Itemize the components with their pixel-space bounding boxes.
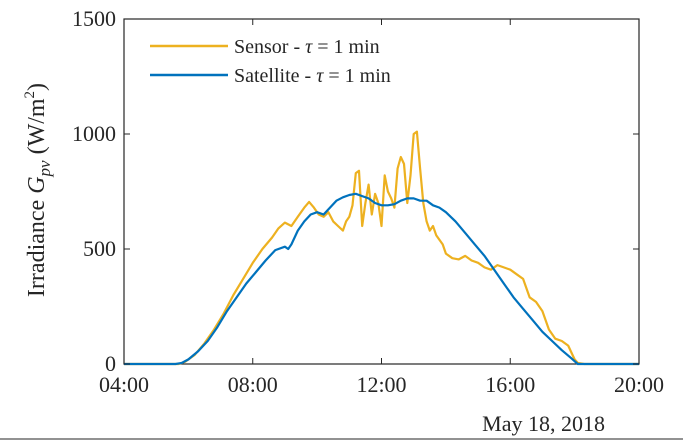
legend-label-satellite: Satellite - τ = 1 min [234, 65, 391, 87]
series-line-satellite [124, 192, 639, 366]
x-tick-label: 08:00 [228, 372, 278, 397]
y-tick-label: 0 [105, 351, 116, 376]
y-label-subscript: pv [35, 160, 54, 178]
series-layer [124, 130, 639, 366]
x-tick-label: 20:00 [614, 372, 664, 397]
legend-sensor-prefix: Sensor - [234, 36, 305, 58]
y-label-unit-close: ) [24, 83, 50, 91]
x-tick-label: 16:00 [485, 372, 535, 397]
y-tick-label: 1500 [72, 6, 116, 31]
legend-sensor-tau: τ [305, 36, 313, 58]
x-tick-label: 12:00 [356, 372, 406, 397]
x-ticks: 04:00 08:00 12:00 16:00 20:00 [99, 19, 664, 397]
y-label-unit-sup: 2 [22, 91, 38, 99]
x-axis-date-label: May 18, 2018 [482, 411, 605, 436]
y-label-prefix: Irradiance [24, 194, 50, 297]
y-label-unit-open: (W/m [24, 98, 50, 160]
y-axis-label: Irradiance Gpv (W/m2) [22, 83, 54, 297]
legend-satellite-suffix: = 1 min [323, 65, 390, 87]
y-ticks: 0 500 1000 1500 [72, 6, 639, 376]
legend-label-sensor: Sensor - τ = 1 min [234, 36, 380, 58]
series-line-sensor [124, 130, 639, 366]
legend: Sensor - τ = 1 min Satellite - τ = 1 min [150, 36, 391, 87]
legend-satellite-tau: τ [316, 65, 324, 87]
legend-sensor-suffix: = 1 min [312, 36, 379, 58]
y-label-symbol: G [24, 176, 50, 193]
x-tick-label: 04:00 [99, 372, 149, 397]
y-tick-label: 500 [83, 236, 116, 261]
legend-satellite-prefix: Satellite - [234, 65, 316, 87]
y-tick-label: 1000 [72, 121, 116, 146]
